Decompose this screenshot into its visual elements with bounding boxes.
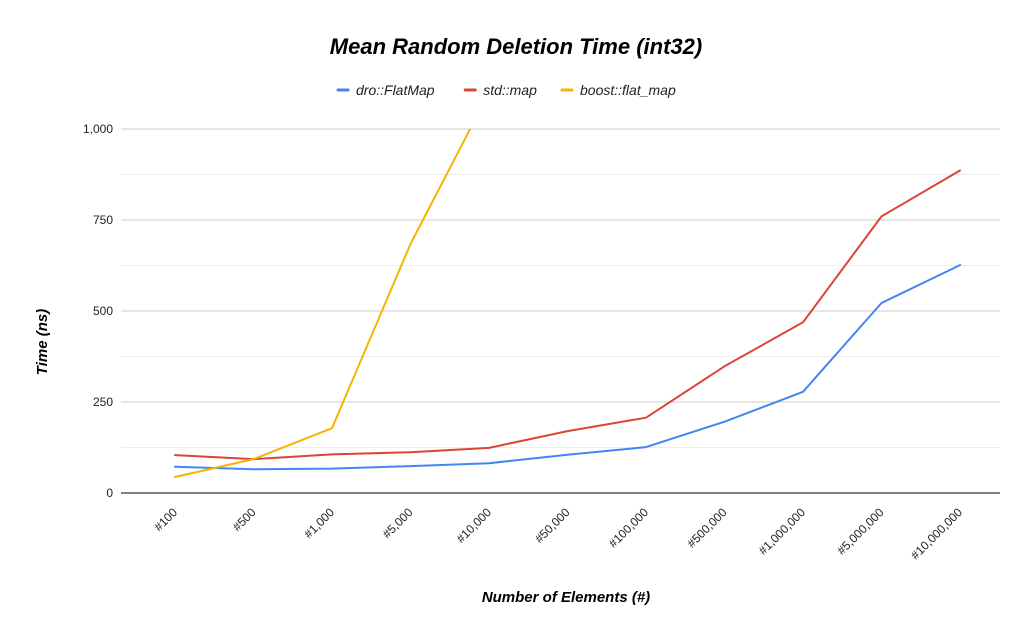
x-axis-title: Number of Elements (#) [482,589,650,606]
x-tick-label: #1,000 [301,505,337,541]
series-line-dro-flatmap [174,264,961,471]
x-tick-label: #5,000,000 [834,505,887,558]
y-tick-label: 250 [93,395,113,409]
x-tick-label: #10,000 [454,505,495,546]
x-tick-label: #5,000 [380,505,416,541]
series-line-boost-flat-map [174,129,472,478]
chart-title: Mean Random Deletion Time (int32) [330,34,702,59]
x-tick-label: #10,000,000 [908,505,965,562]
series-lines [174,129,961,478]
y-tick-label: 750 [93,213,113,227]
legend-label: std::map [483,82,537,98]
grid-lines [121,128,1000,448]
x-tick-label: #1,000,000 [756,505,809,558]
legend-label: boost::flat_map [580,82,676,98]
x-tick-label: #100 [151,505,180,534]
series-line-std-map [174,169,961,461]
y-tick-label: 0 [106,486,113,500]
legend-label: dro::FlatMap [356,82,435,98]
x-tick-label: #50,000 [532,505,573,546]
y-tick-label: 500 [93,304,113,318]
legend: dro::FlatMap std::map boost::flat_map [336,82,676,98]
y-axis-title: Time (ns) [34,309,51,375]
x-tick-label: #500,000 [684,505,730,551]
x-tick-label: #500 [230,505,259,534]
y-tick-label: 1,000 [83,122,113,136]
x-axis-ticks: #100 #500 #1,000 #5,000 #10,000 #50,000 #100,0… [151,505,965,562]
y-axis-ticks: 0 250 500 750 1,000 [83,122,113,500]
x-tick-label: #100,000 [606,505,652,551]
